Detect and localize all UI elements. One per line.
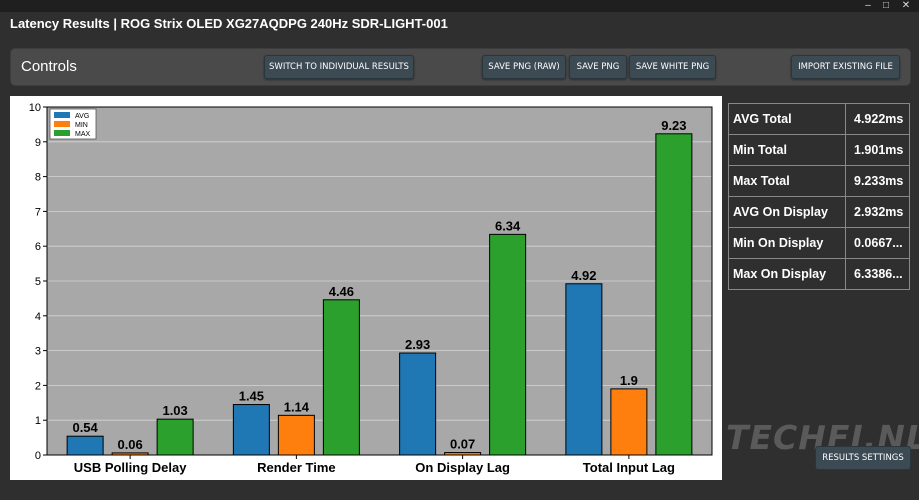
stat-row: Min Total 1.901ms	[729, 135, 909, 166]
stat-row: AVG On Display 2.932ms	[729, 197, 909, 228]
y-tick-label: 0	[35, 450, 41, 462]
bar-min	[111, 452, 149, 456]
legend-label: AVG	[75, 113, 89, 120]
y-tick-label: 5	[35, 276, 41, 288]
bar-value-label: 9.23	[661, 118, 686, 133]
stats-table: AVG Total 4.922ms Min Total 1.901ms Max …	[728, 103, 910, 290]
stat-label: Max Total	[729, 166, 846, 196]
stat-row: Max Total 9.233ms	[729, 166, 909, 197]
bar-value-label: 0.54	[72, 420, 98, 435]
stat-value: 0.0667...	[854, 236, 903, 250]
window-titlebar: ‒ □ ✕	[0, 0, 919, 12]
switch-individual-results-button[interactable]: SWITCH TO INDIVIDUAL RESULTS	[264, 55, 414, 79]
x-tick-label: Total Input Lag	[583, 460, 675, 475]
legend-label: MIN	[75, 122, 88, 129]
results-settings-button[interactable]: RESULTS SETTINGS	[815, 446, 911, 470]
bar-max	[156, 418, 194, 456]
y-tick-label: 3	[35, 346, 41, 358]
latency-chart: 0 1 2 3 4 5 6 7 8 9 10 0.54 0.06 1.03 USB Polling Dela…	[10, 96, 722, 480]
bar-max	[489, 233, 527, 456]
stat-label: Max On Display	[729, 259, 846, 289]
bar-value-label: 4.92	[571, 268, 596, 283]
controls-panel: Controls SWITCH TO INDIVIDUAL RESULTS SA…	[10, 48, 911, 86]
y-tick-label: 9	[35, 137, 41, 149]
stat-value: 6.3386...	[854, 267, 903, 281]
x-tick-label: On Display Lag	[415, 460, 510, 475]
y-tick-label: 7	[35, 206, 41, 218]
stat-value: 4.922ms	[854, 112, 904, 126]
bar-value-label: 2.93	[405, 337, 430, 352]
bar-avg	[399, 352, 437, 456]
bar-avg	[66, 435, 104, 456]
y-tick-label: 6	[35, 241, 41, 253]
x-tick-label: Render Time	[257, 460, 336, 475]
bar-value-label: 1.9	[620, 373, 638, 388]
bar-min	[277, 414, 315, 456]
x-tick-label: USB Polling Delay	[74, 460, 187, 475]
stat-value: 1.901ms	[854, 143, 904, 157]
stat-label: Min Total	[729, 135, 846, 165]
save-white-png-button[interactable]: SAVE WHITE PNG	[629, 55, 716, 79]
stat-label: AVG On Display	[729, 197, 846, 227]
bar-min	[444, 452, 482, 456]
stat-value: 2.932ms	[854, 205, 904, 219]
controls-title: Controls	[21, 58, 77, 75]
bar-max	[655, 133, 693, 456]
legend-label: MAX	[75, 131, 91, 138]
chart-svg: 0 1 2 3 4 5 6 7 8 9 10 0.54 0.06 1.03 USB Polling Dela…	[29, 102, 713, 475]
close-icon[interactable]: ✕	[901, 0, 911, 11]
save-png-button[interactable]: SAVE PNG	[569, 55, 627, 79]
stat-label: Min On Display	[729, 228, 846, 258]
maximize-icon[interactable]: □	[882, 0, 890, 11]
bar-value-label: 1.03	[162, 403, 187, 418]
minimize-icon[interactable]: ‒	[865, 0, 871, 11]
bar-value-label: 1.45	[239, 389, 264, 404]
bar-value-label: 0.07	[450, 437, 475, 452]
bar-value-label: 4.46	[329, 284, 354, 299]
bar-max	[322, 299, 360, 456]
bar-value-label: 1.14	[284, 399, 310, 414]
bar-value-label: 0.06	[117, 437, 142, 452]
import-existing-file-button[interactable]: IMPORT EXISTING FILE	[791, 55, 900, 79]
stat-value: 9.233ms	[854, 174, 904, 188]
stat-row: Max On Display 6.3386...	[729, 259, 909, 289]
stat-row: AVG Total 4.922ms	[729, 104, 909, 135]
save-png-raw-button[interactable]: SAVE PNG (RAW)	[482, 55, 566, 79]
y-tick-label: 8	[35, 172, 41, 184]
y-tick-label: 4	[35, 311, 41, 323]
plot-frame	[46, 106, 713, 456]
bar-value-label: 6.34	[495, 218, 521, 233]
legend-swatch-avg	[54, 112, 70, 118]
y-tick-label: 1	[35, 415, 41, 427]
window-title: Latency Results | ROG Strix OLED XG27AQD…	[10, 16, 448, 31]
bar-avg	[565, 283, 603, 456]
bar-min	[610, 388, 648, 456]
legend-swatch-max	[54, 130, 70, 136]
y-tick-label: 2	[35, 380, 41, 392]
y-tick-label: 10	[29, 102, 41, 114]
bar-avg	[232, 404, 270, 456]
stat-row: Min On Display 0.0667...	[729, 228, 909, 259]
stat-label: AVG Total	[729, 104, 846, 134]
legend-swatch-min	[54, 121, 70, 127]
